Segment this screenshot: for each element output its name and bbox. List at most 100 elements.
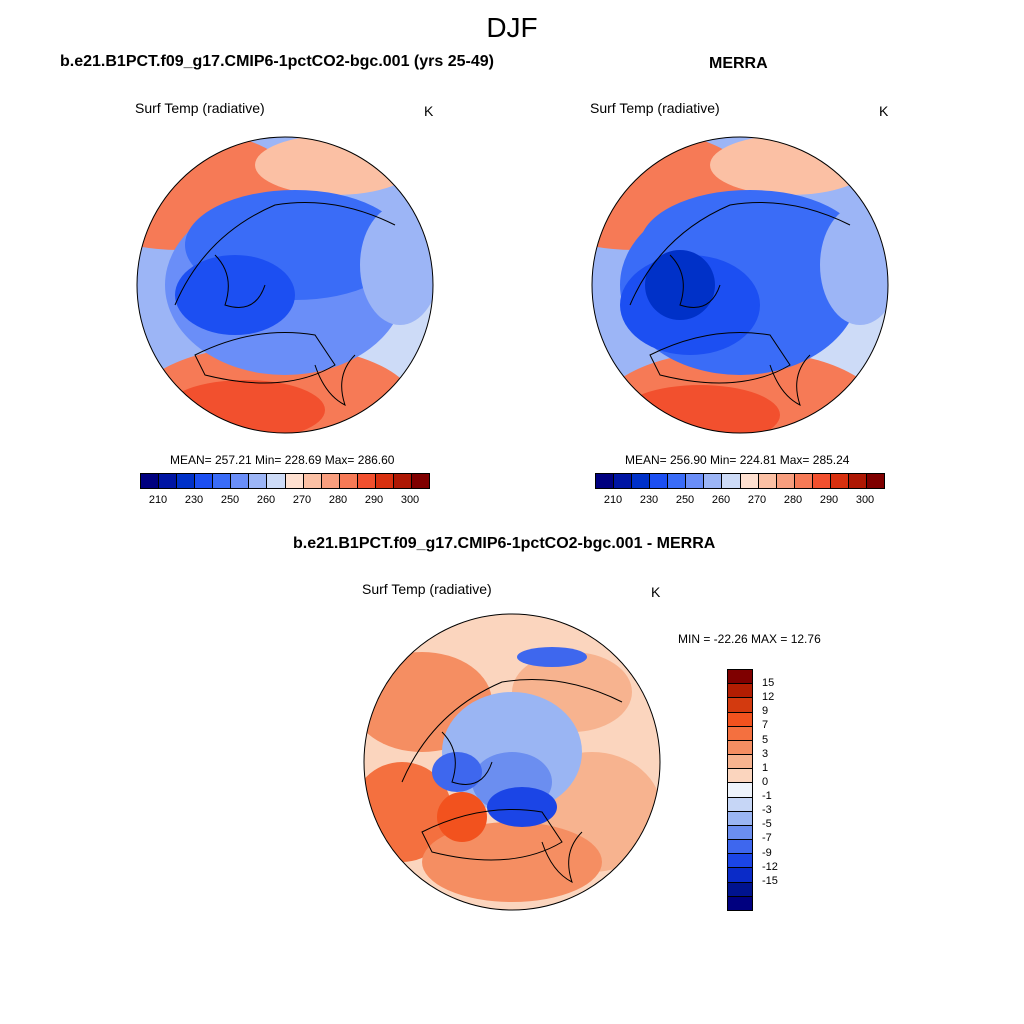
diff-colorbar-tick-label: -3 (762, 804, 772, 817)
model-colorbar-swatch (267, 474, 286, 488)
obs-colorbar-tick-label: 280 (783, 494, 803, 506)
obs-colorbar-swatch (686, 474, 705, 488)
diff-unit-label: K (651, 584, 661, 600)
obs-stats: MEAN= 256.90 Min= 224.81 Max= 285.24 (625, 453, 850, 467)
diff-colorbar-tick-label: -15 (762, 874, 778, 887)
diff-colorbar-swatch (728, 740, 752, 756)
obs-colorbar-swatch (830, 474, 849, 488)
diff-colorbar-tick-label: 5 (762, 733, 769, 746)
model-colorbar-swatch (339, 474, 358, 488)
obs-variable-label: Surf Temp (radiative) (590, 100, 720, 116)
diff-colorbar-swatch (728, 825, 752, 841)
model-panel-title: b.e21.B1PCT.f09_g17.CMIP6-1pctCO2-bgc.00… (60, 53, 494, 70)
obs-colorbar-swatch (812, 474, 831, 488)
model-colorbar-tick-label: 210 (148, 494, 168, 506)
obs-colorbar-swatch (848, 474, 867, 488)
diff-colorbar-swatch (728, 783, 752, 798)
diff-colorbar-tick-label: -7 (762, 832, 772, 845)
diff-colorbar-swatch (728, 698, 752, 713)
model-colorbar-tick-label: 270 (292, 494, 312, 506)
obs-colorbar-swatch (596, 474, 615, 488)
model-stats: MEAN= 257.21 Min= 228.69 Max= 286.60 (170, 453, 395, 467)
obs-colorbar-tick-label: 270 (747, 494, 767, 506)
obs-colorbar-swatch (668, 474, 687, 488)
model-colorbar (140, 473, 430, 489)
model-colorbar-swatch (195, 474, 214, 488)
obs-colorbar-tick-label: 210 (603, 494, 623, 506)
diff-colorbar-swatch (728, 769, 752, 784)
model-colorbar-tick-label: 290 (364, 494, 384, 506)
model-colorbar-swatch (159, 474, 178, 488)
diff-colorbar-ticks: 15 12 9 7 5 3 1 0 -1 -3 -5 -7 -9 -12 -15 (762, 669, 802, 909)
model-colorbar-swatch (213, 474, 232, 488)
model-colorbar-tick-label: 230 (184, 494, 204, 506)
obs-colorbar-swatch (650, 474, 669, 488)
diff-polar-map (363, 613, 661, 911)
diff-colorbar-tick-label: 15 (762, 677, 775, 690)
diff-colorbar-tick-label: -9 (762, 846, 772, 859)
model-colorbar-swatch (411, 474, 429, 488)
obs-colorbar-swatch (794, 474, 813, 488)
diff-colorbar-tick-label: 12 (762, 691, 775, 704)
model-colorbar-swatch (321, 474, 340, 488)
model-colorbar-swatch (357, 474, 376, 488)
diff-colorbar-tick-label: -5 (762, 818, 772, 831)
figure-title: DJF (486, 12, 538, 43)
obs-colorbar-swatch (776, 474, 795, 488)
model-colorbar-swatch (393, 474, 412, 488)
obs-polar-map (591, 136, 889, 434)
diff-colorbar (727, 669, 753, 911)
model-colorbar-tick-label: 250 (220, 494, 240, 506)
model-colorbar-ticks: 210 230 250 260 270 280 290 300 (140, 494, 428, 508)
diff-colorbar-swatch (728, 712, 752, 727)
diff-colorbar-swatch (728, 811, 752, 826)
obs-panel-title: MERRA (709, 55, 768, 72)
model-colorbar-swatch (177, 474, 196, 488)
obs-colorbar-tick-label: 260 (711, 494, 731, 506)
obs-colorbar-swatch (632, 474, 651, 488)
diff-colorbar-swatch (728, 896, 752, 910)
diff-colorbar-swatch (728, 684, 752, 699)
diff-colorbar-swatch (728, 840, 752, 855)
obs-colorbar-swatch (740, 474, 759, 488)
obs-colorbar-swatch (758, 474, 777, 488)
diff-colorbar-swatch (728, 726, 752, 741)
diff-colorbar-tick-label: -1 (762, 790, 772, 803)
model-colorbar-tick-label: 300 (400, 494, 420, 506)
diff-variable-label: Surf Temp (radiative) (362, 581, 492, 597)
model-unit-label: K (424, 103, 434, 119)
diff-colorbar-tick-label: 1 (762, 761, 769, 774)
diff-colorbar-swatch (728, 670, 752, 685)
diff-colorbar-swatch (728, 797, 752, 812)
model-colorbar-swatch (285, 474, 304, 488)
model-polar-map (136, 136, 434, 434)
model-colorbar-swatch (249, 474, 268, 488)
obs-colorbar-swatch (866, 474, 884, 488)
diff-colorbar-swatch (728, 882, 752, 897)
diff-colorbar-tick-label: 3 (762, 747, 769, 760)
diff-panel-title: b.e21.B1PCT.f09_g17.CMIP6-1pctCO2-bgc.00… (293, 535, 716, 552)
diff-colorbar-tick-label: 0 (762, 775, 769, 788)
diff-colorbar-tick-label: 7 (762, 719, 769, 732)
model-colorbar-tick-label: 260 (256, 494, 276, 506)
diff-stats: MIN = -22.26 MAX = 12.76 (678, 632, 821, 646)
diff-colorbar-tick-label: 9 (762, 705, 769, 718)
diff-colorbar-swatch (728, 868, 752, 883)
obs-colorbar-tick-label: 290 (819, 494, 839, 506)
obs-colorbar (595, 473, 885, 489)
obs-colorbar-swatch (722, 474, 741, 488)
obs-colorbar-ticks: 210 230 250 260 270 280 290 300 (595, 494, 883, 508)
model-colorbar-tick-label: 280 (328, 494, 348, 506)
model-colorbar-swatch (375, 474, 394, 488)
model-variable-label: Surf Temp (radiative) (135, 100, 265, 116)
model-colorbar-swatch (303, 474, 322, 488)
model-colorbar-swatch (141, 474, 160, 488)
obs-colorbar-swatch (614, 474, 633, 488)
obs-colorbar-tick-label: 300 (855, 494, 875, 506)
obs-colorbar-swatch (704, 474, 723, 488)
obs-colorbar-tick-label: 230 (639, 494, 659, 506)
obs-unit-label: K (879, 103, 889, 119)
model-colorbar-swatch (231, 474, 250, 488)
diff-colorbar-swatch (728, 755, 752, 770)
diff-colorbar-swatch (728, 854, 752, 869)
